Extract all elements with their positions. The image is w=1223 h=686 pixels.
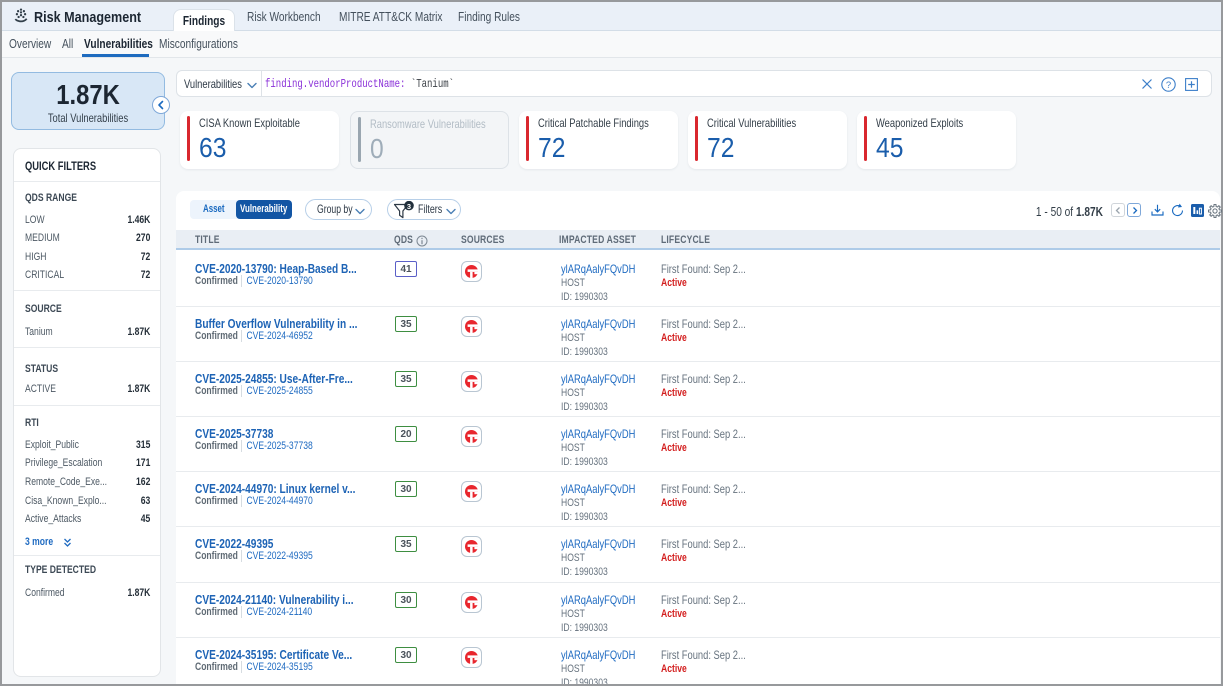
- svg-text:3: 3: [407, 202, 411, 211]
- svg-text:?: ?: [1166, 80, 1171, 91]
